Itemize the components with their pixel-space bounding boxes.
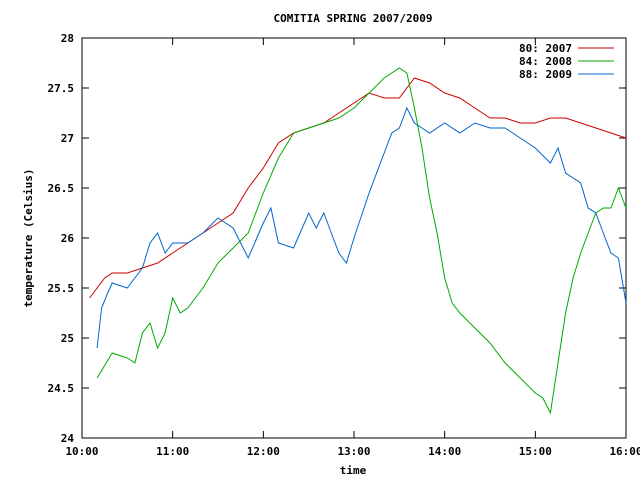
- x-axis-label: time: [340, 464, 367, 477]
- y-tick-label: 26: [61, 232, 75, 245]
- legend-label: 80: 2007: [519, 42, 572, 55]
- x-tick-label: 14:00: [428, 445, 461, 458]
- series-line-3: [96, 106, 627, 349]
- legend-label: 88: 2009: [519, 68, 572, 81]
- y-tick-label: 24: [61, 432, 75, 445]
- y-tick-label: 28: [61, 32, 74, 45]
- x-tick-label: 10:00: [65, 445, 98, 458]
- chart-title: COMITIA SPRING 2007/2009: [274, 12, 433, 25]
- y-axis-label: temperature (Celsius): [22, 168, 35, 307]
- y-tick-label: 27: [61, 132, 74, 145]
- x-tick-label: 11:00: [156, 445, 189, 458]
- series-line-1: [89, 77, 627, 299]
- x-tick-label: 15:00: [519, 445, 552, 458]
- x-tick-label: 16:00: [609, 445, 640, 458]
- x-tick-label: 12:00: [247, 445, 280, 458]
- series-line-2: [96, 67, 627, 415]
- x-tick-label: 13:00: [337, 445, 370, 458]
- legend-label: 84: 2008: [519, 55, 572, 68]
- series-group: [89, 67, 627, 415]
- y-tick-label: 27.5: [48, 82, 75, 95]
- y-tick-label: 26.5: [48, 182, 75, 195]
- x-axis: 10:00 11:00 12:00 13:00 14:00 15:00 16:00: [65, 38, 640, 458]
- y-axis: 24 24.5 25 25.5 26 26.5 27 27.5 28: [48, 32, 626, 445]
- y-tick-label: 24.5: [48, 382, 75, 395]
- y-tick-label: 25.5: [48, 282, 75, 295]
- y-tick-label: 25: [61, 332, 74, 345]
